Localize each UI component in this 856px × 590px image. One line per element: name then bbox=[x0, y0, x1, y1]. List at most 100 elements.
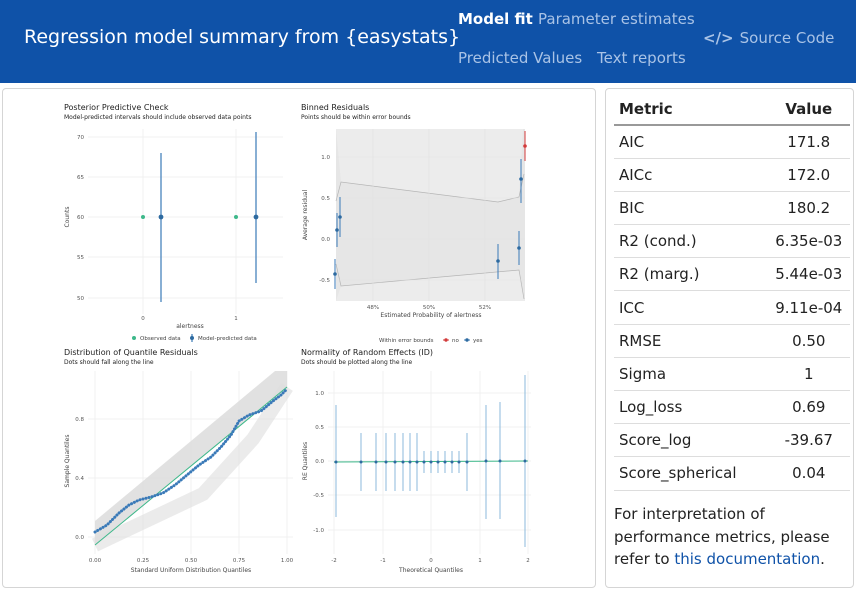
binned-xtick: 48% bbox=[367, 305, 379, 311]
ppc-title: Posterior Predictive Check bbox=[64, 103, 169, 112]
normality-ytick: 0.5 bbox=[315, 425, 324, 431]
note-text: For interpretation of performance metric… bbox=[614, 505, 830, 568]
normality-title: Normality of Random Effects (ID) bbox=[301, 348, 433, 357]
metric-column-header: Metric bbox=[614, 93, 763, 126]
normality-xtick: -1 bbox=[380, 558, 385, 564]
binned-xlabel: Estimated Probability of alertness bbox=[380, 312, 481, 319]
quantile-subtitle: Dots should fall along the line bbox=[64, 359, 154, 366]
binned-ytick: 0.5 bbox=[321, 196, 330, 202]
metric-value: 5.44e-03 bbox=[762, 257, 850, 292]
metric-value: 0.50 bbox=[762, 324, 850, 358]
diagnostic-plots: Posterior Predictive Check Model-predict… bbox=[64, 103, 531, 574]
quantile-confidence-band bbox=[95, 371, 287, 545]
metric-name: R2 (marg.) bbox=[614, 257, 763, 292]
normality-gridlines bbox=[328, 371, 531, 554]
metric-name: RMSE bbox=[614, 324, 763, 358]
binned-legend-no: no bbox=[452, 338, 459, 344]
metric-name: Score_spherical bbox=[614, 456, 763, 491]
metric-name: AICc bbox=[614, 158, 763, 192]
metric-value: 1 bbox=[762, 357, 850, 392]
quantile-xtick: 0.25 bbox=[137, 558, 150, 564]
metric-name: ICC bbox=[614, 290, 763, 325]
quantile-xtick: 1.00 bbox=[281, 558, 294, 564]
normality-ytick: -0.5 bbox=[313, 493, 324, 499]
normality-ytick: -1.0 bbox=[313, 528, 324, 534]
table-row: Sigma 1 bbox=[614, 357, 850, 392]
binned-residuals-plot: Binned Residuals Points should be within… bbox=[301, 103, 527, 344]
tab-parameter-estimates[interactable]: Parameter estimates bbox=[538, 10, 695, 28]
note-end: . bbox=[820, 550, 825, 568]
page-title[interactable]: Regression model summary from {easystats… bbox=[24, 26, 461, 48]
quantile-xtick: 0.75 bbox=[233, 558, 246, 564]
binned-ytick: 0.0 bbox=[321, 237, 330, 243]
tab-model-fit[interactable]: Model fit bbox=[458, 10, 533, 28]
binned-subtitle: Points should be within error bounds bbox=[301, 114, 411, 121]
ppc-ytick: 70 bbox=[77, 135, 84, 141]
ppc-xtick: 0 bbox=[141, 316, 145, 322]
normality-plot: Normality of Random Effects (ID) Dots sh… bbox=[301, 348, 531, 574]
normality-xtick: 2 bbox=[526, 558, 530, 564]
table-row: R2 (cond.) 6.35e-03 bbox=[614, 224, 850, 259]
ppc-plot: Posterior Predictive Check Model-predict… bbox=[64, 103, 283, 342]
binned-legend-title: Within error bounds bbox=[379, 338, 434, 344]
metric-name: Sigma bbox=[614, 357, 763, 392]
normality-points bbox=[334, 459, 527, 464]
quantile-xtick: 0.50 bbox=[185, 558, 198, 564]
normality-xtick: -2 bbox=[331, 558, 336, 564]
table-row: Score_log -39.67 bbox=[614, 423, 850, 458]
normality-xtick: 0 bbox=[429, 558, 433, 564]
normality-subtitle: Dots should be plotted along the line bbox=[301, 359, 413, 366]
metric-value: 171.8 bbox=[762, 125, 850, 159]
plots-card: Posterior Predictive Check Model-predict… bbox=[2, 88, 596, 588]
ppc-subtitle: Model-predicted intervals should include… bbox=[64, 114, 251, 121]
ppc-ytick: 50 bbox=[77, 296, 84, 302]
value-column-header: Value bbox=[762, 93, 850, 126]
table-row: Score_spherical 0.04 bbox=[614, 456, 850, 491]
ppc-legend-predicted: Model-predicted data bbox=[198, 336, 257, 342]
metric-name: Score_log bbox=[614, 423, 763, 458]
quantile-ytick: 0.4 bbox=[75, 476, 84, 482]
binned-legend-yes-key bbox=[465, 338, 469, 342]
ppc-ylabel: Counts bbox=[64, 207, 71, 228]
binned-ytick: -0.5 bbox=[319, 278, 330, 284]
metric-name: Log_loss bbox=[614, 390, 763, 425]
binned-gridlines bbox=[336, 129, 525, 301]
metric-value: -39.67 bbox=[762, 423, 850, 458]
quantile-title: Distribution of Quantile Residuals bbox=[64, 348, 198, 357]
normality-ytick: 1.0 bbox=[315, 391, 324, 397]
tab-predicted-values[interactable]: Predicted Values bbox=[458, 49, 583, 67]
quantile-residuals-plot: Distribution of Quantile Residuals Dots … bbox=[64, 348, 294, 574]
quantile-xtick: 0.00 bbox=[89, 558, 102, 564]
ppc-xtick: 1 bbox=[234, 316, 238, 322]
quantile-ytick: 0.0 bbox=[75, 535, 84, 541]
metric-value: 172.0 bbox=[762, 158, 850, 192]
metrics-header-row: Metric Value bbox=[614, 93, 850, 126]
ppc-gridlines bbox=[88, 129, 283, 314]
metrics-card: Metric Value AIC 171.8 AICc 172.0 BIC 180.2… bbox=[605, 88, 854, 588]
tab-text-reports[interactable]: Text reports bbox=[597, 49, 686, 67]
ppc-xlabel: alertness bbox=[176, 323, 204, 330]
metric-name: BIC bbox=[614, 191, 763, 226]
metric-value: 0.69 bbox=[762, 390, 850, 425]
normality-xlabel: Theoretical Quantiles bbox=[398, 567, 463, 574]
metric-value: 0.04 bbox=[762, 456, 850, 491]
source-code-link[interactable]: </> Source Code bbox=[703, 29, 834, 47]
documentation-link[interactable]: this documentation bbox=[674, 550, 821, 568]
metric-name: AIC bbox=[614, 125, 763, 159]
navbar: Regression model summary from {easystats… bbox=[0, 0, 856, 83]
quantile-confidence-band-edge bbox=[92, 383, 293, 552]
source-code-label: Source Code bbox=[739, 29, 835, 47]
binned-ytick: 1.0 bbox=[321, 155, 330, 161]
normality-ylabel: RE Quantiles bbox=[302, 442, 309, 480]
normality-ytick: 0.0 bbox=[315, 459, 324, 465]
ppc-predicted-point bbox=[253, 214, 259, 220]
binned-ylabel: Average residual bbox=[302, 190, 309, 241]
table-row: BIC 180.2 bbox=[614, 191, 850, 226]
table-row: ICC 9.11e-04 bbox=[614, 290, 850, 325]
interpretation-note: For interpretation of performance metric… bbox=[614, 503, 846, 571]
quantile-xlabel: Standard Uniform Distribution Quantiles bbox=[131, 567, 251, 574]
table-row: Log_loss 0.69 bbox=[614, 390, 850, 425]
ppc-legend-observed-key bbox=[132, 336, 136, 340]
binned-error-band bbox=[336, 129, 525, 301]
binned-point-outside bbox=[523, 144, 527, 148]
